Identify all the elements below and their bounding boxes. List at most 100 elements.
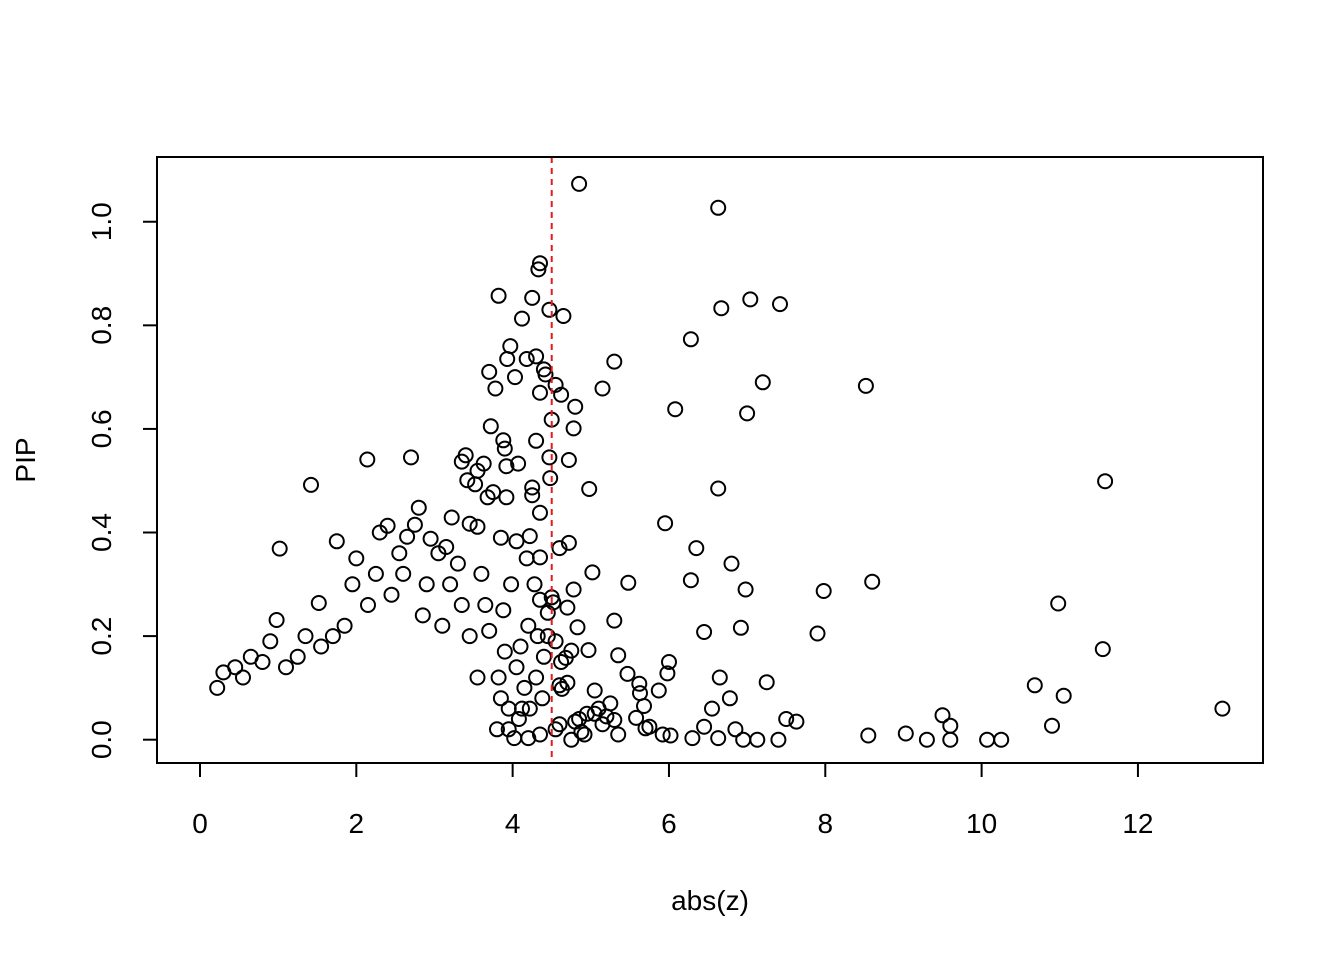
data-point	[481, 622, 498, 639]
data-point	[1094, 641, 1111, 658]
data-point	[461, 515, 478, 532]
data-point	[528, 432, 545, 449]
data-point	[532, 384, 548, 401]
data-point	[520, 617, 537, 634]
data-point	[348, 550, 365, 567]
y-tick-label: 0.4	[86, 513, 117, 552]
data-point	[551, 716, 568, 733]
data-point	[636, 698, 652, 714]
data-point	[735, 731, 752, 748]
data-point	[508, 659, 525, 676]
data-point	[518, 550, 535, 567]
data-point	[809, 625, 826, 642]
data-point	[336, 617, 353, 634]
data-point	[297, 628, 314, 645]
data-point	[289, 648, 306, 665]
data-point	[532, 549, 548, 566]
data-point	[490, 669, 507, 686]
data-point	[594, 380, 611, 397]
data-point	[359, 451, 376, 468]
data-point	[434, 617, 451, 634]
data-point	[682, 331, 699, 348]
data-point	[560, 534, 577, 551]
data-point	[619, 665, 636, 682]
data-point	[620, 574, 637, 591]
data-point	[487, 380, 504, 397]
data-point	[567, 713, 584, 730]
data-point	[479, 489, 496, 506]
data-point	[942, 731, 959, 748]
data-point	[1055, 687, 1072, 704]
data-point	[383, 586, 400, 603]
data-point	[542, 470, 559, 487]
data-point	[242, 648, 259, 665]
data-point	[727, 721, 744, 738]
data-point	[328, 533, 345, 550]
data-point	[507, 369, 523, 386]
data-point	[537, 366, 554, 383]
data-point	[518, 351, 535, 367]
data-point	[711, 669, 728, 686]
data-point	[526, 576, 543, 593]
x-tick-label: 8	[818, 808, 834, 839]
data-point	[732, 619, 749, 636]
data-point	[864, 573, 881, 590]
data-point	[512, 638, 529, 655]
data-point	[510, 711, 527, 727]
data-point	[696, 624, 713, 640]
data-point	[942, 717, 959, 734]
data-point	[1214, 700, 1231, 717]
data-point	[739, 405, 756, 422]
data-point	[934, 707, 951, 724]
data-point	[528, 348, 545, 365]
data-point	[508, 533, 525, 550]
data-point	[498, 489, 515, 506]
data-point	[410, 499, 427, 516]
data-point	[606, 612, 623, 629]
data-point	[532, 726, 548, 743]
data-point	[580, 642, 597, 659]
data-point	[510, 455, 527, 472]
data-point	[565, 581, 582, 598]
data-point	[514, 310, 530, 327]
data-point	[632, 685, 648, 702]
data-point	[560, 452, 577, 468]
data-point	[897, 725, 914, 742]
data-point	[555, 308, 572, 324]
data-point	[772, 296, 788, 313]
data-point	[344, 576, 361, 593]
data-point	[710, 199, 727, 216]
data-point	[406, 516, 423, 533]
data-point	[403, 449, 419, 466]
data-point	[598, 708, 615, 725]
x-tick-label: 12	[1122, 808, 1153, 839]
data-point	[498, 458, 515, 475]
data-point	[477, 597, 494, 613]
x-axis-label: abs(z)	[671, 885, 749, 916]
data-point	[696, 718, 713, 735]
data-point	[524, 487, 541, 504]
data-point	[506, 730, 523, 747]
y-tick-label: 0.2	[86, 617, 117, 656]
y-tick-label: 0.8	[86, 306, 117, 345]
x-tick-label: 2	[349, 808, 365, 839]
data-point	[473, 565, 490, 582]
data-point	[496, 643, 513, 660]
data-point	[532, 255, 548, 272]
x-tick-label: 4	[505, 808, 521, 839]
data-point	[723, 555, 740, 572]
data-point	[524, 479, 541, 496]
data-point	[235, 669, 251, 686]
data-point	[737, 581, 754, 598]
data-point	[573, 723, 590, 740]
data-point	[399, 528, 416, 545]
data-point	[1044, 717, 1060, 734]
data-point	[557, 649, 574, 666]
data-point	[754, 374, 771, 391]
data-point	[551, 540, 568, 557]
data-point	[453, 453, 470, 470]
y-axis: 0.0 0.2 0.4 0.6 0.8 1.0	[86, 202, 158, 759]
data-point	[594, 716, 611, 733]
data-point	[209, 679, 226, 696]
